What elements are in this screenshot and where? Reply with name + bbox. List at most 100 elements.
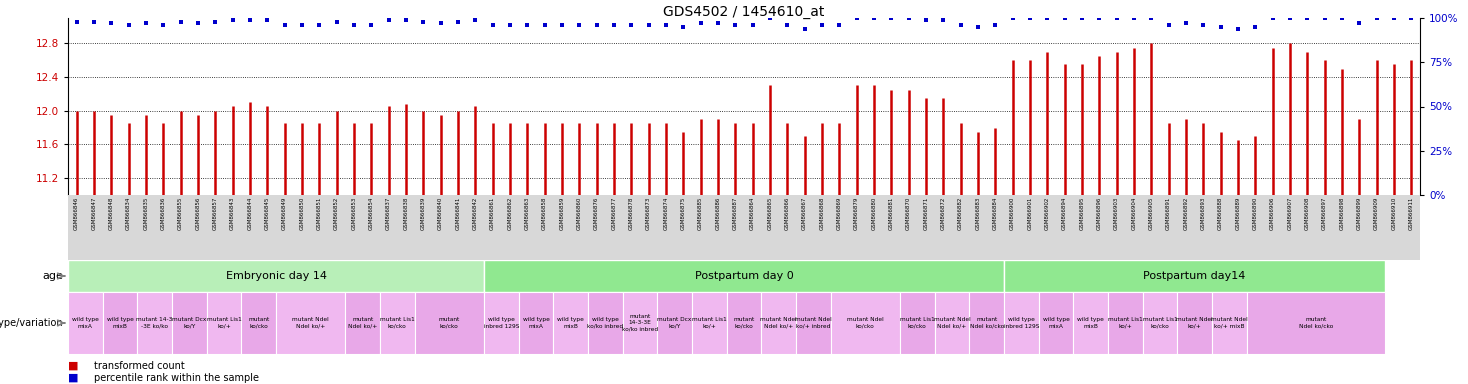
Text: mutant Dcx
ko/Y: mutant Dcx ko/Y — [172, 318, 207, 329]
Point — [1139, 15, 1163, 21]
Text: GSM866898: GSM866898 — [1339, 197, 1345, 230]
Bar — [762, 292, 796, 354]
Text: GSM866876: GSM866876 — [595, 197, 599, 230]
Bar — [589, 292, 622, 354]
Text: GSM866863: GSM866863 — [526, 197, 530, 230]
Bar — [207, 292, 241, 354]
Point — [655, 22, 678, 28]
Text: GSM866902: GSM866902 — [1045, 197, 1050, 230]
Point — [759, 15, 782, 21]
Text: age: age — [43, 271, 63, 281]
Point — [1348, 20, 1371, 26]
Text: wild type
inbred 129S: wild type inbred 129S — [483, 318, 520, 329]
Text: GSM866901: GSM866901 — [1028, 197, 1032, 230]
Text: GSM866874: GSM866874 — [664, 197, 668, 230]
Bar — [831, 292, 900, 354]
Text: GSM866842: GSM866842 — [473, 197, 477, 230]
Text: mutant
ko/cko: mutant ko/cko — [734, 318, 755, 329]
Bar — [414, 292, 484, 354]
Text: mutant Lis1
ko/cko: mutant Lis1 ko/cko — [1142, 318, 1177, 329]
Text: wild type
mixA: wild type mixA — [523, 318, 549, 329]
Text: ■: ■ — [68, 373, 78, 383]
Point — [810, 22, 834, 28]
Text: GSM866875: GSM866875 — [681, 197, 686, 230]
Point — [238, 17, 261, 23]
Point — [429, 20, 452, 26]
Text: wild type
mixA: wild type mixA — [72, 318, 98, 329]
Point — [186, 20, 210, 26]
Text: GSM866870: GSM866870 — [906, 197, 912, 230]
Text: mutant
Ndel ko/cko: mutant Ndel ko/cko — [1299, 318, 1333, 329]
Point — [169, 18, 192, 25]
Text: GSM866881: GSM866881 — [888, 197, 894, 230]
Bar — [484, 260, 1004, 292]
Point — [619, 22, 643, 28]
Text: GSM866837: GSM866837 — [386, 197, 390, 230]
Text: GSM866878: GSM866878 — [628, 197, 634, 230]
Text: wild type
mixB: wild type mixB — [1078, 318, 1104, 329]
Text: wild type
mixB: wild type mixB — [107, 318, 134, 329]
Text: mutant Ndel
ko/+: mutant Ndel ko/+ — [1176, 318, 1213, 329]
Bar — [68, 292, 103, 354]
Text: GSM866844: GSM866844 — [248, 197, 252, 230]
Point — [100, 20, 123, 26]
Point — [308, 22, 332, 28]
Bar — [1108, 292, 1142, 354]
Text: GSM866865: GSM866865 — [768, 197, 772, 230]
Point — [1383, 15, 1406, 21]
Text: mutant
ko/cko: mutant ko/cko — [439, 318, 459, 329]
Point — [395, 17, 418, 23]
Text: GSM866860: GSM866860 — [577, 197, 581, 230]
Point — [1019, 15, 1042, 21]
Point — [602, 22, 625, 28]
Point — [1243, 24, 1267, 30]
Point — [1001, 15, 1025, 21]
Point — [515, 22, 539, 28]
Bar — [1142, 292, 1177, 354]
Text: GSM866869: GSM866869 — [837, 197, 841, 230]
Point — [1157, 22, 1180, 28]
Text: GSM866909: GSM866909 — [1374, 197, 1378, 230]
Text: GSM866899: GSM866899 — [1356, 197, 1362, 230]
Text: ■: ■ — [68, 361, 78, 371]
Text: GSM866911: GSM866911 — [1409, 197, 1414, 230]
Text: GSM866893: GSM866893 — [1201, 197, 1205, 230]
Text: GSM866886: GSM866886 — [715, 197, 721, 230]
Bar — [1246, 292, 1386, 354]
Text: mutant Dcx
ko/Y: mutant Dcx ko/Y — [658, 318, 691, 329]
Text: GSM866884: GSM866884 — [992, 197, 998, 230]
Text: GSM866910: GSM866910 — [1392, 197, 1396, 230]
Point — [1226, 26, 1249, 32]
Bar — [1004, 292, 1039, 354]
Text: transformed count: transformed count — [94, 361, 185, 371]
Text: GSM866850: GSM866850 — [299, 197, 304, 230]
Text: GSM866840: GSM866840 — [437, 197, 443, 230]
Text: GSM866882: GSM866882 — [959, 197, 963, 230]
Point — [862, 15, 885, 21]
Bar — [796, 292, 831, 354]
Text: GSM866834: GSM866834 — [126, 197, 131, 230]
Text: GSM866880: GSM866880 — [872, 197, 876, 230]
Point — [324, 18, 348, 25]
Bar — [900, 292, 935, 354]
Text: GSM866851: GSM866851 — [317, 197, 321, 230]
Point — [151, 22, 175, 28]
Text: wild type
mixA: wild type mixA — [1042, 318, 1069, 329]
Text: GSM866855: GSM866855 — [178, 197, 184, 230]
Text: GSM866872: GSM866872 — [941, 197, 945, 230]
Point — [966, 24, 989, 30]
Bar — [103, 292, 138, 354]
Point — [637, 22, 661, 28]
Text: percentile rank within the sample: percentile rank within the sample — [94, 373, 260, 383]
Text: GSM866892: GSM866892 — [1183, 197, 1189, 230]
Text: mutant Lis1
ko/+: mutant Lis1 ko/+ — [691, 318, 727, 329]
Text: GSM866896: GSM866896 — [1097, 197, 1102, 230]
Point — [482, 22, 505, 28]
Point — [671, 24, 694, 30]
Text: GSM866841: GSM866841 — [455, 197, 461, 230]
Text: GSM866835: GSM866835 — [144, 197, 148, 230]
Point — [584, 22, 608, 28]
Text: GSM866873: GSM866873 — [646, 197, 652, 230]
Text: GSM866907: GSM866907 — [1287, 197, 1292, 230]
Point — [1192, 22, 1216, 28]
